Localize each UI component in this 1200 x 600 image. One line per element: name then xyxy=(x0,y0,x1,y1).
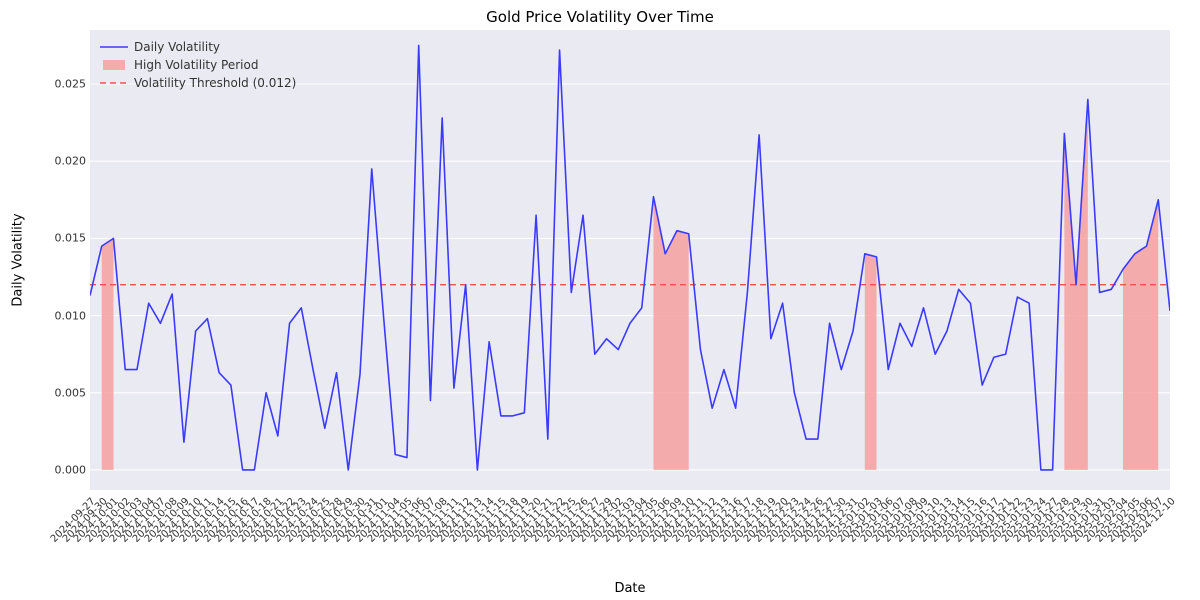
y-tick-label: 0.020 xyxy=(6,155,86,168)
legend-item-high-vol: High Volatility Period xyxy=(100,56,296,74)
legend-dash-icon xyxy=(100,76,128,90)
legend: Daily Volatility High Volatility Period … xyxy=(100,38,296,92)
y-tick-label: 0.005 xyxy=(6,386,86,399)
legend-label: Volatility Threshold (0.012) xyxy=(134,76,296,90)
y-tick-label: 0.010 xyxy=(6,309,86,322)
y-tick-label: 0.025 xyxy=(6,78,86,91)
x-axis-label: Date xyxy=(90,581,1170,596)
legend-line-icon xyxy=(100,40,128,54)
plot-area xyxy=(90,30,1170,490)
legend-item-volatility: Daily Volatility xyxy=(100,38,296,56)
legend-item-threshold: Volatility Threshold (0.012) xyxy=(100,74,296,92)
legend-label: Daily Volatility xyxy=(134,40,220,54)
legend-patch-icon xyxy=(100,58,128,72)
y-axis-label: Daily Volatility xyxy=(11,213,26,306)
plot-svg xyxy=(90,30,1170,490)
chart-title: Gold Price Volatility Over Time xyxy=(0,8,1200,26)
y-tick-label: 0.000 xyxy=(6,463,86,476)
x-ticks: 2024-09-272024-09-302024-10-012024-10-02… xyxy=(90,492,1170,582)
legend-label: High Volatility Period xyxy=(134,58,258,72)
volatility-chart: Gold Price Volatility Over Time Daily Vo… xyxy=(0,0,1200,600)
y-tick-label: 0.015 xyxy=(6,232,86,245)
